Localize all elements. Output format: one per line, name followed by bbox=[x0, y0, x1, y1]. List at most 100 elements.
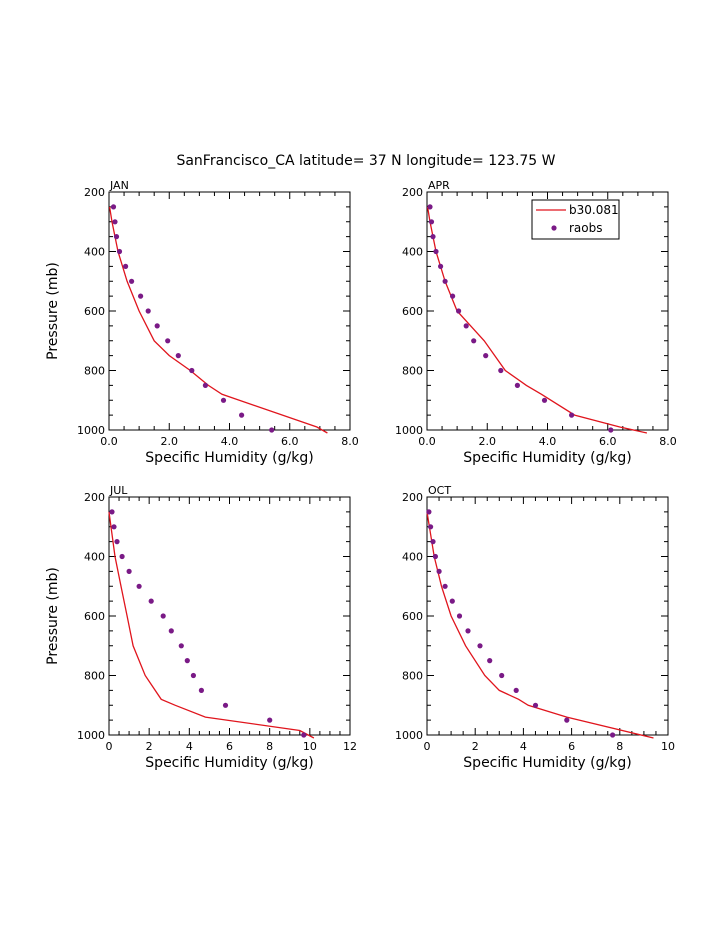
x-tick-label: 0 bbox=[424, 740, 431, 753]
obs-point bbox=[432, 553, 438, 560]
y-tick-label: 1000 bbox=[77, 729, 105, 742]
y-tick-label: 800 bbox=[402, 365, 423, 378]
obs-point bbox=[569, 412, 575, 418]
y-ticks: 200 400 600 800 1000 bbox=[77, 491, 350, 742]
obs-point bbox=[487, 658, 493, 664]
obs-point bbox=[426, 509, 432, 515]
obs-point bbox=[450, 293, 456, 299]
obs-point bbox=[190, 672, 196, 679]
y-tick-label: 600 bbox=[402, 305, 423, 318]
legend: b30.081 raobs bbox=[531, 199, 620, 240]
obs-point bbox=[165, 338, 171, 344]
legend-obs-label: raobs bbox=[569, 221, 603, 235]
panels: 0.0 2.0 4.0 6.0 8.02004006008001000JANSpecif… bbox=[45, 179, 677, 771]
model-profile-line bbox=[108, 206, 328, 434]
x-tick-label: 6.0 bbox=[281, 435, 299, 448]
obs-point bbox=[160, 613, 166, 619]
obs-point bbox=[116, 248, 123, 255]
x-axis-label: Specific Humidity (g/kg) bbox=[145, 755, 313, 771]
x-tick-label: 6.0 bbox=[599, 435, 617, 448]
obs-point bbox=[112, 219, 118, 225]
obs-point bbox=[456, 613, 463, 619]
obs-point bbox=[138, 293, 144, 299]
figure-title: SanFrancisco_CA latitude= 37 N longitude… bbox=[176, 153, 555, 169]
x-tick-label: 6 bbox=[226, 740, 233, 753]
x-axis-label: Specific Humidity (g/kg) bbox=[463, 755, 631, 771]
obs-point bbox=[109, 509, 115, 515]
obs-point bbox=[430, 234, 436, 240]
obs-point bbox=[564, 717, 570, 723]
y-tick-label: 200 bbox=[402, 491, 423, 504]
y-ticks: 200 400 600 800 1000 bbox=[395, 491, 668, 742]
y-tick-label: 200 bbox=[84, 491, 105, 504]
x-tick-label: 0.0 bbox=[418, 435, 436, 448]
obs-point bbox=[168, 628, 174, 634]
obs-point bbox=[114, 539, 120, 545]
obs-point bbox=[184, 658, 190, 664]
x-tick-label: 4 bbox=[186, 740, 193, 753]
y-tick-label: 400 bbox=[402, 246, 423, 259]
x-tick-label: 2 bbox=[146, 740, 153, 753]
x-tick-label: 4.0 bbox=[539, 435, 557, 448]
obs-point bbox=[113, 234, 120, 240]
y-tick-label: 200 bbox=[402, 186, 423, 199]
x-tick-label: 2.0 bbox=[161, 435, 179, 448]
obs-point bbox=[129, 278, 135, 284]
obs-point bbox=[436, 568, 442, 575]
obs-point bbox=[463, 323, 469, 329]
y-tick-label: 400 bbox=[84, 246, 105, 259]
x-axis-label: Specific Humidity (g/kg) bbox=[463, 450, 631, 466]
x-tick-label: 10 bbox=[303, 740, 317, 753]
obs-point bbox=[541, 397, 548, 403]
x-tick-label: 0 bbox=[106, 740, 113, 753]
plot-frame bbox=[426, 496, 669, 736]
panel-label: APR bbox=[428, 179, 450, 192]
obs-point bbox=[428, 219, 435, 225]
obs-point bbox=[433, 248, 439, 255]
x-tick-label: 8 bbox=[616, 740, 623, 753]
y-tick-label: 1000 bbox=[395, 729, 423, 742]
x-axis-label: Specific Humidity (g/kg) bbox=[145, 450, 313, 466]
x-tick-label: 10 bbox=[661, 740, 675, 753]
x-ticks: 0.0 2.0 4.0 6.0 8.0 bbox=[418, 192, 677, 448]
obs-point bbox=[499, 672, 505, 679]
model-profile-line bbox=[108, 511, 315, 739]
obs-points bbox=[110, 204, 275, 433]
x-tick-label: 2 bbox=[472, 740, 479, 753]
obs-point bbox=[465, 628, 471, 634]
y-tick-label: 600 bbox=[84, 610, 105, 623]
y-axis-label: Pressure (mb) bbox=[45, 567, 61, 665]
obs-point bbox=[198, 687, 204, 694]
y-tick-label: 1000 bbox=[77, 424, 105, 437]
obs-point bbox=[175, 353, 181, 359]
obs-point bbox=[148, 598, 154, 604]
obs-point bbox=[145, 308, 151, 314]
legend-model-label: b30.081 bbox=[569, 203, 619, 217]
obs-point bbox=[430, 539, 436, 545]
y-tick-label: 400 bbox=[402, 551, 423, 564]
y-ticks: 200 400 600 800 1000 bbox=[77, 186, 350, 437]
obs-point bbox=[427, 204, 433, 210]
obs-point bbox=[136, 583, 142, 589]
obs-points bbox=[109, 509, 307, 738]
y-tick-label: 600 bbox=[402, 610, 423, 623]
model-profile-line bbox=[426, 511, 654, 739]
obs-point bbox=[513, 687, 519, 694]
x-tick-label: 4.0 bbox=[221, 435, 239, 448]
y-tick-label: 400 bbox=[84, 551, 105, 564]
y-tick-label: 800 bbox=[84, 670, 105, 683]
y-tick-label: 200 bbox=[84, 186, 105, 199]
plot-frame bbox=[108, 496, 351, 736]
x-tick-label: 4 bbox=[520, 740, 527, 753]
obs-point bbox=[126, 568, 132, 575]
obs-point bbox=[498, 367, 504, 374]
obs-points bbox=[427, 204, 614, 433]
panel-apr: 0.0 2.0 4.0 6.0 8.0 200 400 600 800 1000 APR Specif… bbox=[395, 179, 677, 466]
panel-label: JUL bbox=[109, 484, 128, 497]
obs-point bbox=[269, 427, 275, 433]
panel-label: JAN bbox=[109, 179, 129, 192]
obs-point bbox=[110, 204, 117, 210]
x-tick-label: 2.0 bbox=[479, 435, 497, 448]
plot-frame bbox=[108, 191, 351, 431]
legend-box bbox=[531, 199, 620, 240]
